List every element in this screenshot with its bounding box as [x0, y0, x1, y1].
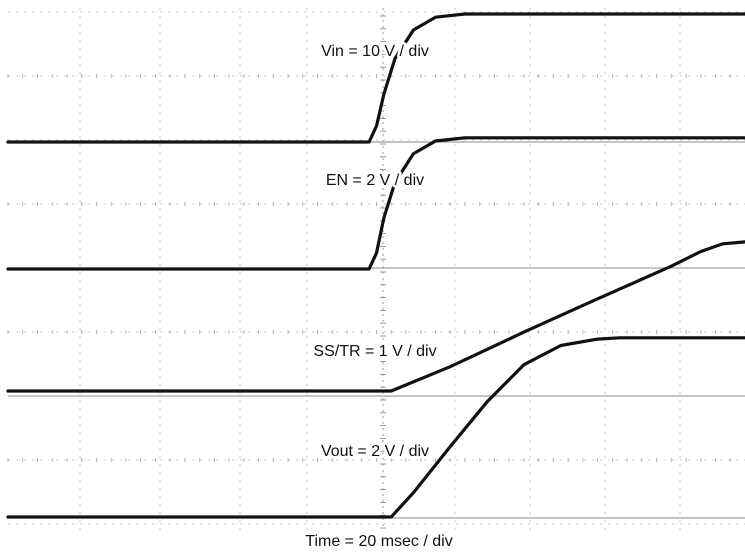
- time-scale-label: Time = 20 msec / div: [305, 533, 452, 550]
- trace-vin: [6, 12, 745, 144]
- trace-label-ss-tr: SS/TR = 1 V / div: [313, 343, 436, 360]
- trace-vout: [6, 336, 745, 519]
- grid: [7, 8, 745, 530]
- trace-label-vin: Vin = 10 V / div: [321, 43, 429, 60]
- trace-en: [6, 136, 745, 271]
- trace-label-en: EN = 2 V / div: [326, 172, 424, 189]
- traces: [6, 12, 745, 519]
- trace-ss-tr: [6, 240, 745, 393]
- labels: Vin = 10 V / div EN = 2 V / div SS/TR = 1 …: [311, 41, 439, 463]
- trace-label-vout: Vout = 2 V / div: [321, 443, 429, 460]
